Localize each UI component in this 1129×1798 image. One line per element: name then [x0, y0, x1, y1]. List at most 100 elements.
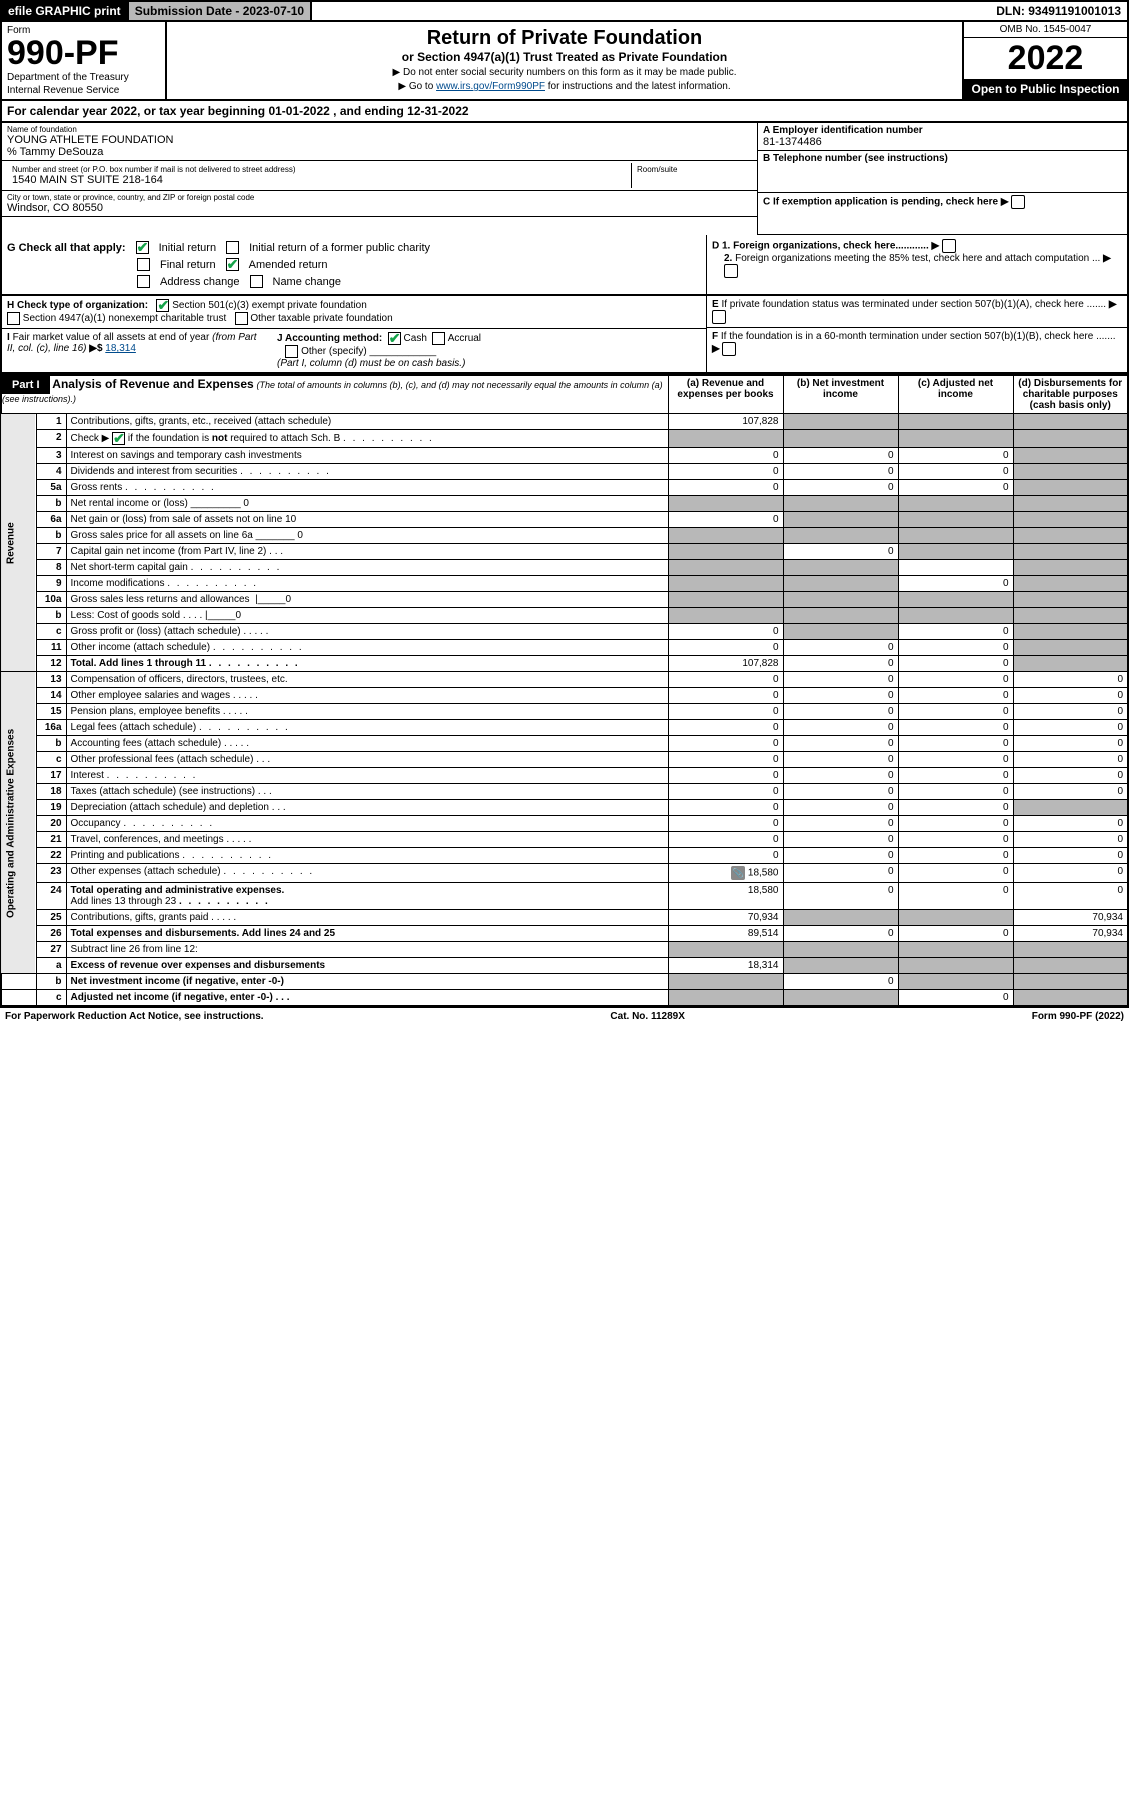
row-10c-desc: Gross profit or (loss) (attach schedule)…: [66, 624, 668, 640]
room-label: Room/suite: [637, 165, 747, 174]
page-footer: For Paperwork Reduction Act Notice, see …: [0, 1007, 1129, 1025]
row-16a-desc: Legal fees (attach schedule): [66, 720, 668, 736]
row-21-desc: Travel, conferences, and meetings . . . …: [66, 832, 668, 848]
header-left: Form 990-PF Department of the Treasury I…: [2, 22, 167, 99]
checkbox-other-taxable[interactable]: [235, 312, 248, 325]
phone-label: B Telephone number (see instructions): [763, 153, 1122, 164]
irs-link[interactable]: www.irs.gov/Form990PF: [436, 81, 545, 92]
f-label: If the foundation is in a 60-month termi…: [721, 331, 1116, 342]
form-subtitle: or Section 4947(a)(1) Trust Treated as P…: [172, 50, 957, 64]
row-18-desc: Taxes (attach schedule) (see instruction…: [66, 784, 668, 800]
addr-label: Number and street (or P.O. box number if…: [12, 165, 626, 174]
row-8-desc: Net short-term capital gain: [66, 560, 668, 576]
footer-mid: Cat. No. 11289X: [610, 1011, 684, 1022]
form-header: Form 990-PF Department of the Treasury I…: [0, 22, 1129, 101]
row-14-desc: Other employee salaries and wages . . . …: [66, 688, 668, 704]
checkbox-final[interactable]: [137, 258, 150, 271]
row-25-desc: Contributions, gifts, grants paid . . . …: [66, 910, 668, 926]
city-label: City or town, state or province, country…: [7, 193, 752, 202]
row-9-desc: Income modifications: [66, 576, 668, 592]
col-a: (a) Revenue and expenses per books: [677, 378, 773, 400]
checkbox-4947[interactable]: [7, 312, 20, 325]
row-23-a: 📎 18,580: [668, 864, 783, 883]
row-27-desc: Subtract line 26 from line 12:: [66, 942, 668, 958]
checkbox-f[interactable]: [722, 342, 736, 356]
row-5a-desc: Gross rents: [66, 480, 668, 496]
checkbox-c[interactable]: [1011, 195, 1025, 209]
top-bar: efile GRAPHIC print Submission Date - 20…: [0, 0, 1129, 22]
checkbox-initial-former[interactable]: [226, 241, 239, 254]
row-5b-desc: Net rental income or (loss) _________ 0: [66, 496, 668, 512]
d1-label: D 1. Foreign organizations, check here..…: [712, 241, 929, 252]
part1-title: Analysis of Revenue and Expenses: [52, 377, 253, 391]
section-g: G Check all that apply: Initial return I…: [0, 235, 1129, 296]
c-label: C If exemption application is pending, c…: [763, 197, 998, 208]
row-13-desc: Compensation of officers, directors, tru…: [66, 672, 668, 688]
checkbox-initial[interactable]: [136, 241, 149, 254]
row-1-desc: Contributions, gifts, grants, etc., rece…: [66, 414, 668, 430]
checkbox-501c3[interactable]: [156, 299, 169, 312]
j-label: J Accounting method:: [277, 333, 382, 344]
row-26-desc: Total expenses and disbursements. Add li…: [66, 926, 668, 942]
omb-number: OMB No. 1545-0047: [964, 22, 1127, 38]
expenses-label: Operating and Administrative Expenses: [1, 672, 36, 974]
tax-year: 2022: [964, 38, 1127, 79]
row-3-desc: Interest on savings and temporary cash i…: [66, 448, 668, 464]
col-c: (c) Adjusted net income: [918, 378, 993, 400]
row-16b-desc: Accounting fees (attach schedule) . . . …: [66, 736, 668, 752]
row-23-desc: Other expenses (attach schedule): [66, 864, 668, 883]
form-title: Return of Private Foundation: [172, 27, 957, 50]
checkbox-accrual[interactable]: [432, 332, 445, 345]
form-number: 990-PF: [7, 36, 160, 70]
row-10b-desc: Less: Cost of goods sold . . . . |_____0: [66, 608, 668, 624]
row-11-desc: Other income (attach schedule): [66, 640, 668, 656]
checkbox-d2[interactable]: [724, 264, 738, 278]
part1-label: Part I: [2, 376, 50, 394]
row-27a-desc: Excess of revenue over expenses and disb…: [66, 958, 668, 974]
row-15-desc: Pension plans, employee benefits . . . .…: [66, 704, 668, 720]
dln-label: DLN: 93491191001013: [990, 2, 1127, 20]
row-2-desc: Check ▶ if the foundation is not require…: [66, 430, 668, 448]
row-17-desc: Interest: [66, 768, 668, 784]
row-22-desc: Printing and publications: [66, 848, 668, 864]
col-d: (d) Disbursements for charitable purpose…: [1018, 378, 1122, 411]
e-label: If private foundation status was termina…: [721, 299, 1106, 310]
checkbox-addr-change[interactable]: [137, 275, 150, 288]
checkbox-other-method[interactable]: [285, 345, 298, 358]
foundation-name: YOUNG ATHLETE FOUNDATION: [7, 134, 752, 146]
checkbox-name-change[interactable]: [250, 275, 263, 288]
section-hij: H Check type of organization: Section 50…: [0, 296, 1129, 374]
row-7-desc: Capital gain net income (from Part IV, l…: [66, 544, 668, 560]
calendar-year: For calendar year 2022, or tax year begi…: [0, 101, 1129, 123]
ein-label: A Employer identification number: [763, 125, 1122, 136]
care-of: % Tammy DeSouza: [7, 146, 752, 158]
row-12-desc: Total. Add lines 1 through 11: [66, 656, 668, 672]
irs-label: Internal Revenue Service: [7, 85, 160, 96]
footer-left: For Paperwork Reduction Act Notice, see …: [5, 1011, 264, 1022]
checkbox-d1[interactable]: [942, 239, 956, 253]
checkbox-sch-b[interactable]: [112, 432, 125, 445]
row-27c-desc: Adjusted net income (if negative, enter …: [66, 990, 668, 1007]
analysis-table: Part I Analysis of Revenue and Expenses …: [0, 374, 1129, 1007]
j-note: (Part I, column (d) must be on cash basi…: [277, 358, 465, 369]
checkbox-e[interactable]: [712, 310, 726, 324]
checkbox-amended[interactable]: [226, 258, 239, 271]
revenue-label: Revenue: [1, 414, 36, 672]
col-b: (b) Net investment income: [797, 378, 884, 400]
row-24-desc: Total operating and administrative expen…: [66, 883, 668, 910]
row-1-a: 107,828: [668, 414, 783, 430]
g-label: G Check all that apply:: [7, 242, 126, 254]
row-6b-desc: Gross sales price for all assets on line…: [66, 528, 668, 544]
submission-date: Submission Date - 2023-07-10: [129, 2, 312, 20]
row-4-desc: Dividends and interest from securities: [66, 464, 668, 480]
checkbox-cash[interactable]: [388, 332, 401, 345]
h-label: H Check type of organization:: [7, 300, 148, 311]
footer-right: Form 990-PF (2022): [1032, 1011, 1124, 1022]
row-19-desc: Depreciation (attach schedule) and deple…: [66, 800, 668, 816]
attachment-icon[interactable]: 📎: [731, 866, 745, 880]
efile-label: efile GRAPHIC print: [2, 2, 129, 20]
row-10a-desc: Gross sales less returns and allowances …: [66, 592, 668, 608]
header-center: Return of Private Foundation or Section …: [167, 22, 962, 99]
row-20-desc: Occupancy: [66, 816, 668, 832]
info-block: Name of foundation YOUNG ATHLETE FOUNDAT…: [0, 123, 1129, 235]
